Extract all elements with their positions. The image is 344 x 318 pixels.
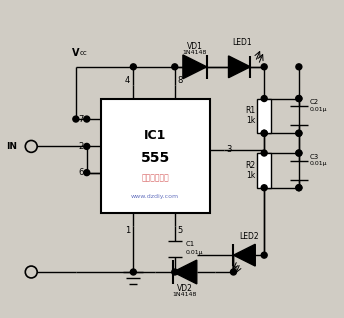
Text: 2: 2 (78, 142, 84, 151)
Circle shape (261, 130, 267, 136)
Text: 7: 7 (78, 114, 84, 124)
Text: C3: C3 (310, 154, 319, 160)
Text: VD1: VD1 (187, 43, 203, 52)
Circle shape (296, 96, 302, 101)
Circle shape (261, 185, 267, 191)
Circle shape (296, 185, 302, 191)
Circle shape (172, 64, 178, 70)
Text: 1k: 1k (246, 116, 255, 125)
Circle shape (261, 130, 267, 136)
Bar (101, 99, 210, 212)
Text: V: V (72, 48, 79, 58)
Text: 1N4148: 1N4148 (173, 292, 197, 297)
Circle shape (172, 269, 178, 275)
Circle shape (130, 64, 136, 70)
Text: R1: R1 (245, 107, 255, 115)
Text: www.dzdiy.com: www.dzdiy.com (131, 194, 179, 199)
Circle shape (261, 96, 267, 101)
Circle shape (296, 96, 302, 101)
Circle shape (261, 252, 267, 258)
Text: 555: 555 (140, 151, 170, 165)
Text: LED1: LED1 (233, 38, 252, 46)
Text: 电子制作大地: 电子制作大地 (141, 174, 169, 183)
Circle shape (130, 269, 136, 275)
Circle shape (296, 185, 302, 191)
Circle shape (261, 64, 267, 70)
Polygon shape (173, 260, 197, 284)
Text: 8: 8 (178, 76, 183, 85)
Text: 0.01μ: 0.01μ (310, 107, 327, 112)
Text: C2: C2 (310, 100, 319, 106)
Polygon shape (234, 244, 255, 266)
Text: 5: 5 (178, 226, 183, 235)
Text: 1k: 1k (246, 171, 255, 180)
Circle shape (73, 116, 79, 122)
Circle shape (296, 150, 302, 156)
Bar (257, 153, 271, 188)
Circle shape (296, 130, 302, 136)
Text: IC1: IC1 (144, 128, 166, 142)
Text: 1N4148: 1N4148 (183, 51, 207, 55)
Circle shape (261, 150, 267, 156)
Circle shape (84, 143, 90, 149)
Text: LED2: LED2 (239, 232, 259, 241)
Circle shape (84, 170, 90, 176)
Text: cc: cc (80, 50, 88, 56)
Text: 3: 3 (226, 145, 232, 154)
Text: 1: 1 (125, 226, 130, 235)
Text: R2: R2 (245, 161, 255, 170)
Text: 0.01μ: 0.01μ (310, 162, 327, 166)
Polygon shape (228, 56, 250, 78)
Bar (257, 99, 271, 133)
Text: IN: IN (6, 142, 17, 151)
Circle shape (230, 269, 236, 275)
Polygon shape (183, 55, 207, 79)
Circle shape (84, 116, 90, 122)
Text: C1: C1 (186, 241, 195, 247)
Text: VD2: VD2 (177, 284, 193, 294)
Circle shape (296, 130, 302, 136)
Text: 4: 4 (125, 76, 130, 85)
Circle shape (296, 150, 302, 156)
Circle shape (296, 64, 302, 70)
Text: 6: 6 (78, 168, 84, 177)
Text: 0.01μ: 0.01μ (186, 250, 203, 255)
